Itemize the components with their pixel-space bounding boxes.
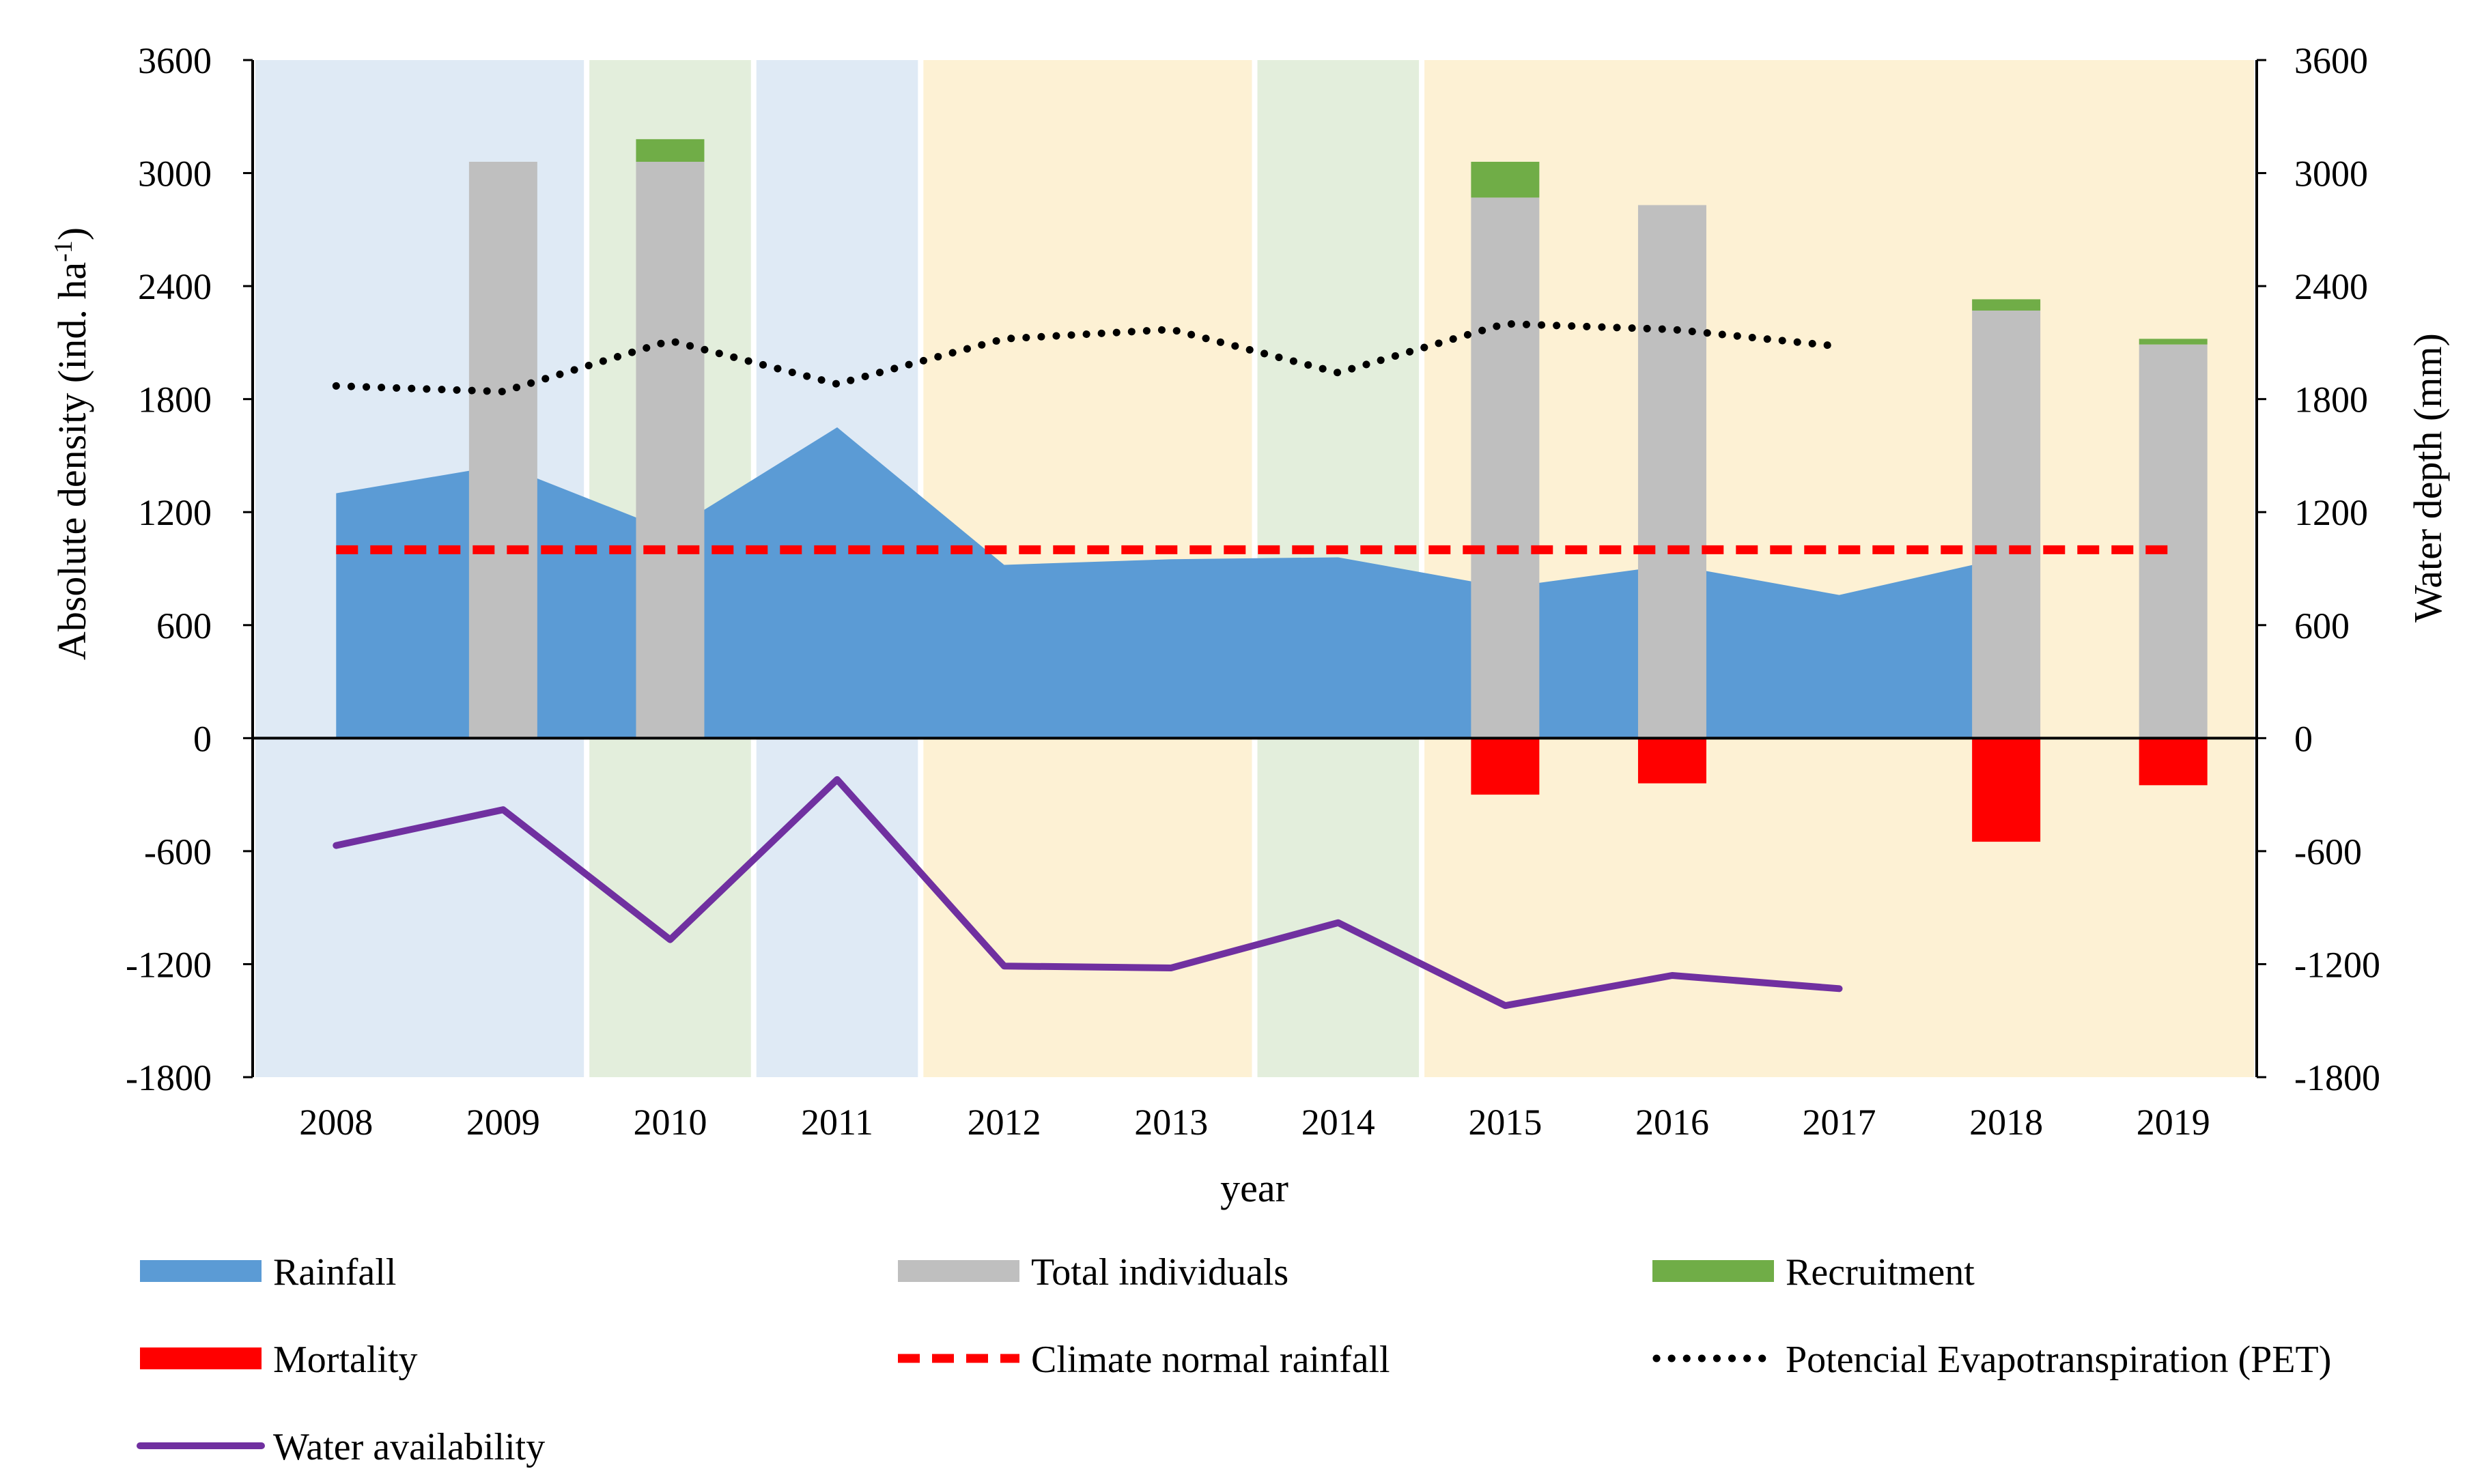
right-tick-label-1800: 1800 bbox=[2294, 380, 2368, 420]
bar-total-individuals-2016 bbox=[1637, 205, 1706, 739]
bar-total-individuals-2018 bbox=[1972, 310, 2041, 739]
x-tick-label-2013: 2013 bbox=[1134, 1102, 1208, 1143]
axes-layer: -1800 -1800 -1200 -1200 -600 -600 0 0 600 600 1200… bbox=[126, 40, 2380, 1143]
x-tick-label-2016: 2016 bbox=[1635, 1102, 1709, 1143]
x-tick-label-2012: 2012 bbox=[968, 1102, 1041, 1143]
series-rainfall-area bbox=[336, 427, 2007, 739]
legend-recruitment-swatch bbox=[1652, 1260, 1774, 1282]
legend-mortality-swatch bbox=[140, 1347, 262, 1369]
rainfall-area-layer bbox=[336, 427, 2007, 739]
bar-mortality-2018 bbox=[1972, 738, 2041, 842]
legend-recruitment-label: Recruitment bbox=[1786, 1251, 1975, 1294]
right-tick-label--600: -600 bbox=[2294, 831, 2362, 872]
x-tick-label-2017: 2017 bbox=[1803, 1102, 1876, 1143]
right-tick-label-1200: 1200 bbox=[2294, 492, 2368, 533]
left-tick-label-1200: 1200 bbox=[138, 492, 212, 533]
legend: Rainfall Total individuals Recruitment Mort… bbox=[137, 1251, 2331, 1468]
left-tick-label-0: 0 bbox=[193, 718, 212, 759]
bar-total-individuals-2010 bbox=[636, 162, 705, 739]
left-y-axis-title-end: ) bbox=[50, 227, 94, 240]
x-tick-label-2018: 2018 bbox=[1969, 1102, 2043, 1143]
bar-mortality-2016 bbox=[1637, 738, 1706, 784]
right-tick-label-600: 600 bbox=[2294, 605, 2350, 646]
left-tick-label-3600: 3600 bbox=[138, 40, 212, 81]
legend-mortality-label: Mortality bbox=[273, 1339, 418, 1381]
left-y-axis-title: Absolute density (ind. ha-1) bbox=[49, 227, 94, 660]
legend-rainfall-label: Rainfall bbox=[273, 1251, 396, 1294]
bar-total-individuals-2009 bbox=[468, 162, 537, 739]
bar-recruitment-2010 bbox=[636, 139, 705, 162]
left-tick-label-3000: 3000 bbox=[138, 154, 212, 195]
x-tick-label-2008: 2008 bbox=[299, 1102, 373, 1143]
bar-recruitment-2019 bbox=[2139, 339, 2208, 345]
right-tick-label--1200: -1200 bbox=[2294, 944, 2380, 985]
x-tick-label-2015: 2015 bbox=[1468, 1102, 1542, 1143]
bar-total-individuals-2019 bbox=[2139, 344, 2208, 739]
right-tick-label-2400: 2400 bbox=[2294, 266, 2368, 307]
legend-potencial-evapotranspiration-pet-label: Potencial Evapotranspiration (PET) bbox=[1786, 1339, 2331, 1381]
right-tick-label-3000: 3000 bbox=[2294, 154, 2368, 195]
background-band-5 bbox=[1424, 60, 2254, 1077]
left-tick-label-600: 600 bbox=[156, 605, 212, 646]
x-tick-label-2009: 2009 bbox=[466, 1102, 540, 1143]
legend-climate-normal-rainfall-label: Climate normal rainfall bbox=[1031, 1339, 1390, 1381]
legend-total-individuals-label: Total individuals bbox=[1031, 1251, 1288, 1294]
x-tick-label-2011: 2011 bbox=[801, 1102, 873, 1143]
bars-layer bbox=[468, 139, 2208, 842]
right-tick-label--1800: -1800 bbox=[2294, 1057, 2380, 1098]
x-tick-label-2019: 2019 bbox=[2137, 1102, 2210, 1143]
right-y-axis-title: Water depth (mm) bbox=[2406, 333, 2450, 623]
bar-total-individuals-2015 bbox=[1471, 197, 1540, 739]
bar-recruitment-2015 bbox=[1471, 162, 1540, 198]
bar-recruitment-2018 bbox=[1972, 299, 2041, 311]
right-tick-label-0: 0 bbox=[2294, 718, 2313, 759]
series-water-availability-line bbox=[333, 776, 1843, 1010]
right-tick-label-3600: 3600 bbox=[2294, 40, 2368, 81]
legend-rainfall-swatch bbox=[140, 1260, 262, 1282]
left-tick-label--1200: -1200 bbox=[126, 944, 212, 985]
x-axis-title: year bbox=[1220, 1166, 1288, 1210]
legend-total-individuals-swatch bbox=[898, 1260, 1019, 1282]
left-tick-label-2400: 2400 bbox=[138, 266, 212, 307]
series-potencial-evapotranspiration-pet-line bbox=[332, 319, 1844, 396]
legend-water-availability-label: Water availability bbox=[273, 1426, 545, 1468]
left-y-axis-title-main: Absolute density (ind. ha bbox=[50, 262, 94, 660]
bar-mortality-2019 bbox=[2139, 738, 2208, 786]
x-tick-label-2014: 2014 bbox=[1301, 1102, 1375, 1143]
left-tick-label--600: -600 bbox=[144, 831, 212, 872]
x-tick-label-2010: 2010 bbox=[633, 1102, 707, 1143]
lines-layer bbox=[332, 319, 2173, 1010]
left-y-axis-title-sup: -1 bbox=[49, 240, 78, 262]
left-tick-label-1800: 1800 bbox=[138, 380, 212, 420]
bar-mortality-2015 bbox=[1471, 738, 1540, 795]
axis-labels: year Absolute density (ind. ha-1) Water … bbox=[49, 227, 2450, 1210]
left-tick-label--1800: -1800 bbox=[126, 1057, 212, 1098]
